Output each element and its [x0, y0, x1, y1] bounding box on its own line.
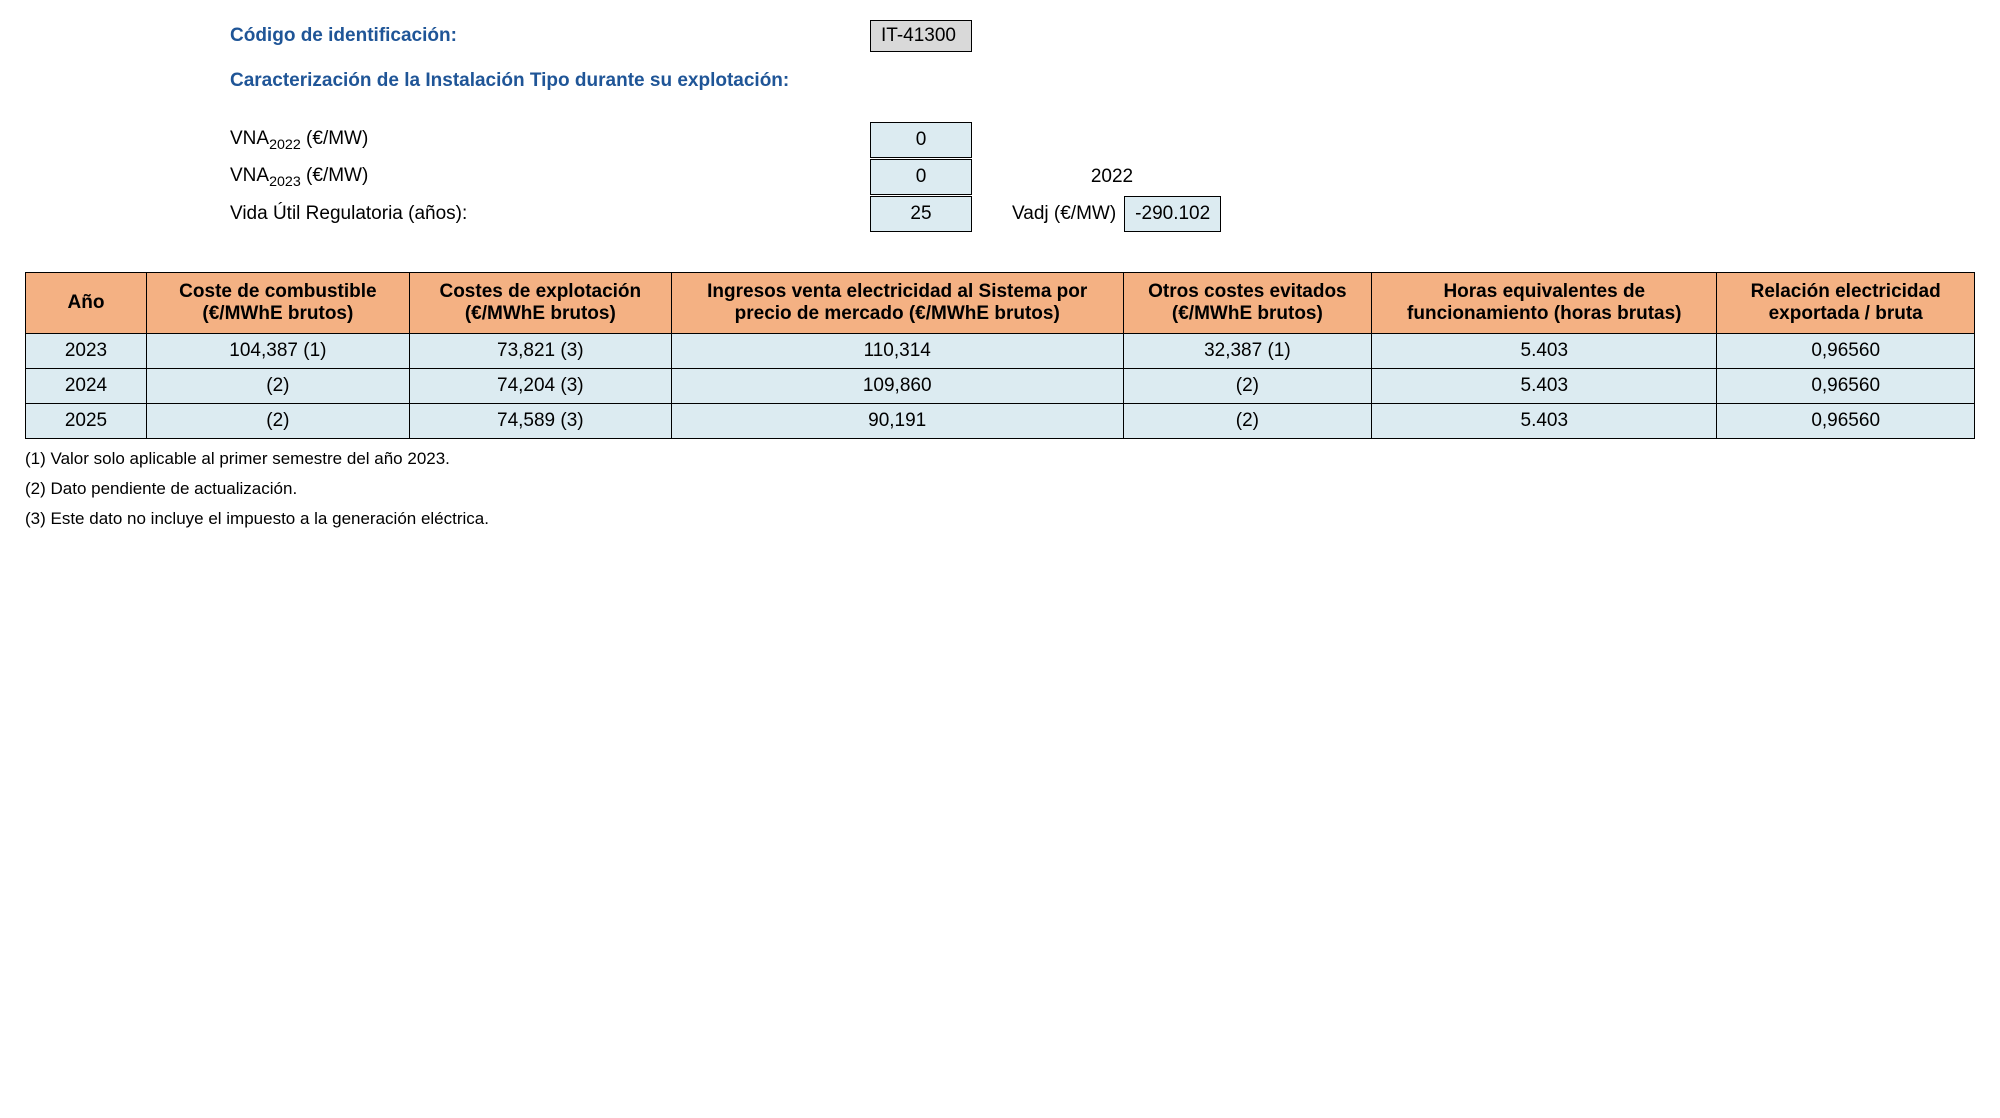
- th-fuel-cost: Coste de combustible (€/MWhE brutos): [147, 272, 410, 333]
- cell-year: 2023: [26, 333, 147, 368]
- cell-hours: 5.403: [1372, 403, 1717, 438]
- th-year: Año: [26, 272, 147, 333]
- vna2023-extra: 2022: [1012, 166, 1212, 188]
- cell-year: 2025: [26, 403, 147, 438]
- vna2023-post: (€/MW): [301, 165, 369, 186]
- vna2023-value: 0: [870, 159, 972, 195]
- cell-fuel: (2): [147, 403, 410, 438]
- th-avoided: Otros costes evitados (€/MWhE brutos): [1123, 272, 1372, 333]
- cell-ratio: 0,96560: [1717, 333, 1975, 368]
- vna2022-pre: VNA: [230, 128, 269, 149]
- cell-avoided: (2): [1123, 368, 1372, 403]
- vna2022-post: (€/MW): [301, 128, 369, 149]
- section-title: Caracterización de la Instalación Tipo d…: [25, 70, 1975, 92]
- vna2023-row: VNA2023 (€/MW) 0 2022: [25, 159, 1975, 196]
- vna2023-year: 2022: [1012, 166, 1212, 188]
- cell-income: 110,314: [671, 333, 1123, 368]
- table-row: 2024 (2) 74,204 (3) 109,860 (2) 5.403 0,…: [26, 368, 1975, 403]
- cell-hours: 5.403: [1372, 368, 1717, 403]
- vida-value: 25: [870, 196, 972, 232]
- vadj-value: -290.102: [1124, 196, 1221, 232]
- cell-fuel: (2): [147, 368, 410, 403]
- table-header-row: Año Coste de combustible (€/MWhE brutos)…: [26, 272, 1975, 333]
- cell-income: 90,191: [671, 403, 1123, 438]
- cell-avoided: 32,387 (1): [1123, 333, 1372, 368]
- cell-op: 73,821 (3): [409, 333, 671, 368]
- vida-row: Vida Útil Regulatoria (años): 25 Vadj (€…: [25, 196, 1975, 232]
- vna2022-value: 0: [870, 122, 972, 158]
- cell-hours: 5.403: [1372, 333, 1717, 368]
- table-row: 2023 104,387 (1) 73,821 (3) 110,314 32,3…: [26, 333, 1975, 368]
- id-row: Código de identificación: IT-41300: [25, 20, 1975, 52]
- vna2022-sub: 2022: [269, 137, 301, 153]
- footnotes: (1) Valor solo aplicable al primer semes…: [25, 449, 1975, 529]
- th-income: Ingresos venta electricidad al Sistema p…: [671, 272, 1123, 333]
- cell-year: 2024: [26, 368, 147, 403]
- vadj-group: Vadj (€/MW) -290.102: [1012, 196, 1221, 232]
- cell-ratio: 0,96560: [1717, 403, 1975, 438]
- cell-op: 74,589 (3): [409, 403, 671, 438]
- vna2022-label: VNA2022 (€/MW): [25, 122, 870, 159]
- footnote-1: (1) Valor solo aplicable al primer semes…: [25, 449, 1975, 469]
- cell-avoided: (2): [1123, 403, 1372, 438]
- id-label: Código de identificación:: [25, 25, 870, 47]
- cell-ratio: 0,96560: [1717, 368, 1975, 403]
- cell-income: 109,860: [671, 368, 1123, 403]
- vadj-label: Vadj (€/MW): [1012, 203, 1116, 225]
- th-hours: Horas equivalentes de funcionamiento (ho…: [1372, 272, 1717, 333]
- cell-op: 74,204 (3): [409, 368, 671, 403]
- vida-label: Vida Útil Regulatoria (años):: [25, 197, 870, 231]
- vna2022-row: VNA2022 (€/MW) 0: [25, 122, 1975, 159]
- vna2023-sub: 2023: [269, 174, 301, 190]
- th-ratio: Relación electricidad exportada / bruta: [1717, 272, 1975, 333]
- th-op-cost: Costes de explotación (€/MWhE brutos): [409, 272, 671, 333]
- cell-fuel: 104,387 (1): [147, 333, 410, 368]
- vna2023-pre: VNA: [230, 165, 269, 186]
- footnote-3: (3) Este dato no incluye el impuesto a l…: [25, 509, 1975, 529]
- vna2023-label: VNA2023 (€/MW): [25, 159, 870, 196]
- data-table: Año Coste de combustible (€/MWhE brutos)…: [25, 272, 1975, 439]
- table-row: 2025 (2) 74,589 (3) 90,191 (2) 5.403 0,9…: [26, 403, 1975, 438]
- id-value: IT-41300: [870, 20, 972, 52]
- footnote-2: (2) Dato pendiente de actualización.: [25, 479, 1975, 499]
